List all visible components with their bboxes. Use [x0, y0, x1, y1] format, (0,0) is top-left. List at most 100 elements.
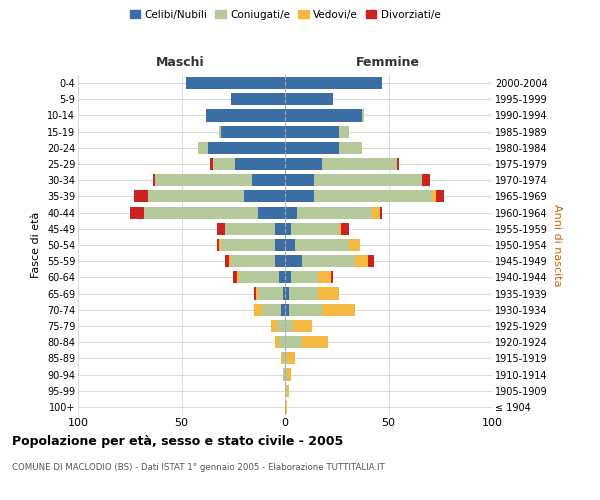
Bar — [291, 222, 339, 235]
Bar — [285, 142, 339, 154]
Bar — [219, 239, 221, 251]
Bar — [285, 255, 302, 268]
Bar — [287, 368, 291, 380]
Legend: Celibi/Nubili, Coniugati/e, Vedovi/e, Divorziati/e: Celibi/Nubili, Coniugati/e, Vedovi/e, Di… — [125, 6, 445, 24]
Bar — [148, 190, 244, 202]
Bar — [422, 174, 430, 186]
Bar — [221, 239, 275, 251]
Bar — [211, 158, 212, 170]
Bar — [281, 352, 283, 364]
Bar — [275, 336, 279, 348]
Bar — [285, 288, 289, 300]
Bar — [314, 174, 422, 186]
Bar — [279, 272, 285, 283]
Bar — [208, 142, 285, 154]
Bar — [289, 304, 322, 316]
Bar — [185, 77, 285, 89]
Bar — [285, 272, 291, 283]
Bar — [134, 190, 148, 202]
Y-axis label: Fasce di età: Fasce di età — [31, 212, 41, 278]
Bar — [285, 320, 293, 332]
Bar — [271, 320, 277, 332]
Bar — [217, 222, 225, 235]
Bar — [285, 190, 314, 202]
Bar — [254, 288, 256, 300]
Bar — [285, 352, 287, 364]
Bar — [212, 158, 235, 170]
Bar — [341, 222, 349, 235]
Bar — [279, 336, 285, 348]
Bar — [231, 255, 275, 268]
Bar — [217, 239, 219, 251]
Bar — [339, 126, 349, 138]
Bar — [285, 93, 332, 106]
Bar — [355, 255, 368, 268]
Bar — [144, 206, 258, 218]
Bar — [233, 272, 238, 283]
Bar — [285, 110, 362, 122]
Bar — [368, 255, 374, 268]
Bar — [238, 272, 239, 283]
Bar — [362, 110, 364, 122]
Bar — [285, 304, 289, 316]
Bar — [289, 288, 318, 300]
Bar — [298, 206, 372, 218]
Bar — [322, 304, 355, 316]
Bar — [285, 77, 382, 89]
Bar — [318, 272, 331, 283]
Bar — [322, 158, 397, 170]
Bar — [293, 320, 312, 332]
Bar — [258, 288, 283, 300]
Bar — [283, 288, 285, 300]
Bar — [283, 352, 285, 364]
Bar — [285, 222, 291, 235]
Bar — [256, 288, 258, 300]
Bar — [380, 206, 382, 218]
Bar — [152, 174, 155, 186]
Bar — [275, 222, 285, 235]
Bar — [285, 336, 302, 348]
Bar — [244, 190, 285, 202]
Bar — [339, 142, 362, 154]
Bar — [331, 272, 332, 283]
Bar — [318, 288, 339, 300]
Bar — [219, 126, 221, 138]
Y-axis label: Anni di nascita: Anni di nascita — [551, 204, 562, 286]
Bar — [285, 401, 287, 413]
Bar — [302, 336, 328, 348]
Text: Femmine: Femmine — [356, 56, 420, 69]
Bar — [285, 174, 314, 186]
Bar — [285, 384, 287, 397]
Bar — [285, 158, 322, 170]
Bar — [277, 320, 285, 332]
Bar — [285, 126, 339, 138]
Text: COMUNE DI MACLODIO (BS) - Dati ISTAT 1° gennaio 2005 - Elaborazione TUTTITALIA.I: COMUNE DI MACLODIO (BS) - Dati ISTAT 1° … — [12, 462, 385, 471]
Text: Maschi: Maschi — [155, 56, 205, 69]
Bar — [349, 239, 359, 251]
Bar — [432, 190, 436, 202]
Bar — [314, 190, 432, 202]
Bar — [281, 304, 285, 316]
Bar — [339, 222, 341, 235]
Bar — [372, 206, 380, 218]
Bar — [275, 239, 285, 251]
Bar — [287, 352, 295, 364]
Bar — [231, 93, 285, 106]
Bar — [397, 158, 399, 170]
Bar — [283, 368, 285, 380]
Bar — [285, 206, 298, 218]
Bar — [302, 255, 355, 268]
Bar — [285, 239, 295, 251]
Bar — [287, 384, 289, 397]
Bar — [221, 126, 285, 138]
Bar — [291, 272, 318, 283]
Bar — [258, 206, 285, 218]
Bar — [198, 142, 208, 154]
Bar — [254, 304, 262, 316]
Bar — [130, 206, 144, 218]
Bar — [252, 174, 285, 186]
Bar — [239, 272, 279, 283]
Bar — [229, 255, 231, 268]
Bar — [275, 255, 285, 268]
Bar — [235, 158, 285, 170]
